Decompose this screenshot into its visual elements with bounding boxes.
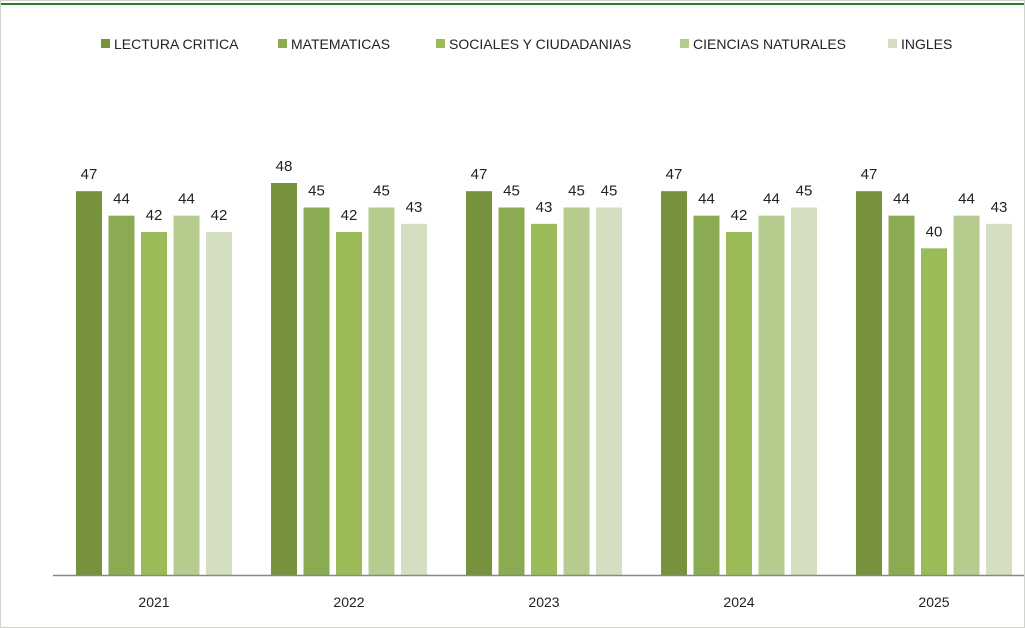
- bar-2022-ingles: [401, 223, 427, 576]
- data-label-2021-sociales-y-ciudadanias: 42: [146, 207, 163, 224]
- x-tick-label-2025: 2025: [918, 594, 949, 610]
- data-label-2022-ingles: 43: [406, 199, 423, 216]
- data-label-2024-ingles: 45: [796, 183, 813, 200]
- x-tick-label-2021: 2021: [138, 594, 169, 610]
- bar-2023-sociales-y-ciudadanias: [531, 223, 557, 576]
- data-label-2023-ingles: 45: [601, 183, 618, 200]
- data-label-2023-lectura-critica: 47: [471, 166, 488, 183]
- x-tick-label-2023: 2023: [528, 594, 559, 610]
- bar-2024-ingles: [791, 207, 817, 575]
- x-tick-label-2022: 2022: [333, 594, 364, 610]
- data-label-2022-lectura-critica: 48: [276, 158, 293, 175]
- data-label-2024-matematicas: 44: [698, 191, 715, 208]
- legend-swatch-ciencias-naturales: [680, 39, 689, 48]
- bar-2023-matematicas: [498, 207, 525, 575]
- data-label-2025-matematicas: 44: [893, 191, 910, 208]
- bar-2021-matematicas: [108, 215, 135, 575]
- bar-2023-lectura-critica: [466, 191, 492, 575]
- legend-label-matematicas: MATEMATICAS: [291, 36, 390, 52]
- bar-2024-matematicas: [693, 215, 720, 575]
- data-label-2022-matematicas: 45: [308, 183, 325, 200]
- bar-2022-lectura-critica: [271, 183, 297, 575]
- bar-2025-matematicas: [888, 215, 915, 575]
- legend-swatch-ingles: [888, 39, 897, 48]
- data-label-2025-sociales-y-ciudadanias: 40: [926, 223, 943, 240]
- bar-2025-lectura-critica: [856, 191, 882, 575]
- bar-2021-sociales-y-ciudadanias: [141, 232, 167, 575]
- data-label-2023-sociales-y-ciudadanias: 43: [536, 199, 553, 216]
- bar-2024-sociales-y-ciudadanias: [726, 232, 752, 575]
- data-label-2024-lectura-critica: 47: [666, 166, 683, 183]
- legend-label-ciencias-naturales: CIENCIAS NATURALES: [693, 36, 846, 52]
- legend-item-lectura-critica: LECTURA CRITICA: [101, 36, 239, 52]
- data-label-2023-ciencias-naturales: 45: [568, 183, 585, 200]
- data-label-2025-ingles: 43: [991, 199, 1008, 216]
- data-label-2022-ciencias-naturales: 45: [373, 183, 390, 200]
- legend-item-ingles: INGLES: [888, 36, 952, 52]
- legend-item-matematicas: MATEMATICAS: [278, 36, 390, 52]
- data-label-2021-ciencias-naturales: 44: [178, 191, 195, 208]
- data-label-2024-sociales-y-ciudadanias: 42: [731, 207, 748, 224]
- data-label-2023-matematicas: 45: [503, 183, 520, 200]
- legend-item-sociales-y-ciudadanias: SOCIALES Y CIUDADANIAS: [436, 36, 631, 52]
- data-label-2021-lectura-critica: 47: [81, 166, 98, 183]
- bar-2024-lectura-critica: [661, 191, 687, 575]
- legend-swatch-sociales-y-ciudadanias: [436, 39, 445, 48]
- bar-2025-ciencias-naturales: [953, 215, 980, 575]
- bars-group: [76, 183, 1012, 576]
- legend-item-ciencias-naturales: CIENCIAS NATURALES: [680, 36, 846, 52]
- x-axis-tick-labels: 2021 2022 2023 2024 2025: [138, 594, 949, 610]
- x-tick-label-2024: 2024: [723, 594, 754, 610]
- legend-label-lectura-critica: LECTURA CRITICA: [114, 36, 239, 52]
- legend-label-ingles: INGLES: [901, 36, 952, 52]
- legend-label-sociales-y-ciudadanias: SOCIALES Y CIUDADANIAS: [449, 36, 631, 52]
- bar-2023-ciencias-naturales: [563, 207, 590, 575]
- data-label-2022-sociales-y-ciudadanias: 42: [341, 207, 358, 224]
- legend-swatch-matematicas: [278, 39, 287, 48]
- bar-2021-lectura-critica: [76, 191, 102, 575]
- bar-2022-ciencias-naturales: [368, 207, 395, 575]
- bar-2025-sociales-y-ciudadanias: [921, 248, 947, 576]
- data-label-2021-ingles: 42: [211, 207, 228, 224]
- bar-2022-sociales-y-ciudadanias: [336, 232, 362, 575]
- bar-2024-ciencias-naturales: [758, 215, 785, 575]
- legend: LECTURA CRITICA MATEMATICAS SOCIALES Y CIU…: [101, 36, 952, 52]
- value-labels-group: 47 44 42 44 42 48 45 42 45 43 47 45 43 45 45 47 44 42 44 45…: [81, 158, 1008, 240]
- bar-2021-ingles: [206, 232, 232, 575]
- data-label-2025-lectura-critica: 47: [861, 166, 878, 183]
- legend-swatch-lectura-critica: [101, 39, 110, 48]
- bar-2025-ingles: [986, 223, 1012, 576]
- data-label-2024-ciencias-naturales: 44: [763, 191, 780, 208]
- data-label-2025-ciencias-naturales: 44: [958, 191, 975, 208]
- bar-2023-ingles: [596, 207, 622, 575]
- data-label-2021-matematicas: 44: [113, 191, 130, 208]
- bar-2022-matematicas: [303, 207, 330, 575]
- bar-2021-ciencias-naturales: [173, 215, 200, 575]
